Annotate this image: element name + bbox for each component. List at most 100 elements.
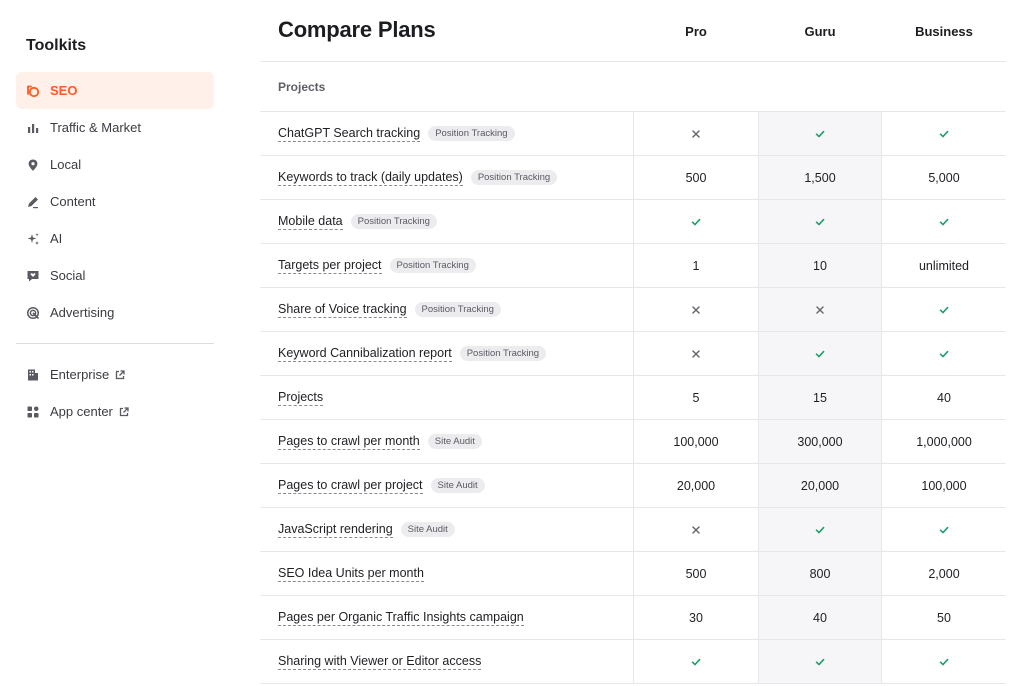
value-cell-guru: 1,500 [758, 156, 882, 199]
value-text: 10 [813, 258, 827, 273]
value-cell-pro [634, 112, 758, 155]
feature-label[interactable]: Pages to crawl per month [278, 433, 420, 450]
sidebar-item-label: Enterprise [50, 367, 110, 382]
feature-cell: Pages per Organic Traffic Insights campa… [260, 596, 634, 639]
value-cell-pro [634, 332, 758, 375]
value-cell-guru [758, 200, 882, 243]
sidebar-item-label: Advertising [50, 305, 115, 320]
value-cell-guru [758, 508, 882, 551]
check-icon [815, 349, 825, 359]
feature-cell: JavaScript rendering Site Audit [260, 508, 634, 551]
check-icon [691, 217, 701, 227]
value-text: 5 [692, 390, 700, 405]
sidebar-item-label: Content [50, 194, 96, 209]
value-cell-guru [758, 288, 882, 331]
sidebar-item-content[interactable]: Content [16, 183, 214, 220]
value-cell-pro: 5 [634, 376, 758, 419]
sidebar-item-advertising[interactable]: Advertising [16, 294, 214, 331]
feature-cell: Targets per project Position Tracking [260, 244, 634, 287]
cross-icon [815, 305, 825, 315]
sidebar-item-label: Social [50, 268, 86, 283]
table-header: Compare Plans Pro Guru Business [260, 0, 1006, 62]
tool-tag: Site Audit [400, 522, 455, 537]
check-icon [815, 217, 825, 227]
value-text: 800 [809, 566, 831, 581]
check-icon [939, 657, 949, 667]
feature-label[interactable]: Mobile data [278, 213, 343, 230]
value-cell-business: 50 [882, 596, 1006, 639]
value-cell-business [882, 640, 1006, 683]
value-cell-business [882, 200, 1006, 243]
plan-header-business: Business [915, 24, 973, 39]
feature-label[interactable]: Pages per Organic Traffic Insights campa… [278, 609, 524, 626]
sidebar-item-label: SEO [50, 83, 78, 98]
value-text: 15 [813, 390, 827, 405]
value-text: 1,500 [804, 170, 836, 185]
value-cell-guru [758, 112, 882, 155]
cross-icon [691, 129, 701, 139]
value-cell-business: 5,000 [882, 156, 1006, 199]
sidebar-item-local[interactable]: Local [16, 146, 214, 183]
value-text: 1 [692, 258, 700, 273]
value-cell-pro: 20,000 [634, 464, 758, 507]
feature-label[interactable]: Pages to crawl per project [278, 477, 423, 494]
plan-header-guru: Guru [804, 24, 836, 39]
map-pin-icon [26, 158, 40, 172]
compare-plans-panel: Compare Plans Pro Guru Business Projects… [260, 0, 1006, 684]
heart-chat-icon [26, 269, 40, 283]
section-heading: Projects [260, 62, 1006, 112]
feature-cell: Sharing with Viewer or Editor access [260, 640, 634, 683]
value-cell-business: 1,000,000 [882, 420, 1006, 463]
sparkles-icon [26, 232, 40, 246]
sidebar-item-app-center[interactable]: App center [16, 393, 214, 430]
feature-label[interactable]: Keywords to track (daily updates) [278, 169, 463, 186]
sidebar-secondary-nav: Enterprise App center [16, 356, 214, 430]
value-cell-business [882, 112, 1006, 155]
table-row: Sharing with Viewer or Editor access [260, 640, 1006, 684]
value-cell-pro [634, 508, 758, 551]
sidebar-divider [16, 343, 214, 344]
feature-label[interactable]: Keyword Cannibalization report [278, 345, 452, 362]
value-text: 40 [937, 390, 951, 405]
feature-label[interactable]: Projects [278, 389, 324, 406]
feature-cell: Pages to crawl per month Site Audit [260, 420, 634, 463]
value-text: 20,000 [800, 478, 840, 493]
sidebar-item-ai[interactable]: AI [16, 220, 214, 257]
value-text: 100,000 [921, 478, 967, 493]
sidebar-item-enterprise[interactable]: Enterprise [16, 356, 214, 393]
value-text: 500 [685, 170, 707, 185]
feature-label[interactable]: ChatGPT Search tracking [278, 125, 421, 142]
tool-tag: Site Audit [427, 434, 482, 449]
sidebar-item-social[interactable]: Social [16, 257, 214, 294]
value-text: 1,000,000 [916, 434, 972, 449]
feature-label[interactable]: Share of Voice tracking [278, 301, 407, 318]
sidebar-item-label: AI [50, 231, 63, 246]
value-cell-pro [634, 288, 758, 331]
table-row: Share of Voice tracking Position Tracking [260, 288, 1006, 332]
tool-tag: Position Tracking [459, 346, 547, 361]
value-text: 30 [689, 610, 703, 625]
value-cell-pro [634, 200, 758, 243]
sidebar-item-traffic-market[interactable]: Traffic & Market [16, 109, 214, 146]
target-icon [26, 306, 40, 320]
feature-label[interactable]: Sharing with Viewer or Editor access [278, 653, 482, 670]
page-title: Compare Plans [278, 17, 436, 42]
value-text: 5,000 [928, 170, 960, 185]
value-cell-pro: 100,000 [634, 420, 758, 463]
external-link-icon [115, 369, 125, 380]
sidebar-item-seo[interactable]: SEO [16, 72, 214, 109]
check-icon [815, 657, 825, 667]
value-cell-business: unlimited [882, 244, 1006, 287]
table-row: JavaScript rendering Site Audit [260, 508, 1006, 552]
value-cell-guru [758, 332, 882, 375]
table-row: Mobile data Position Tracking [260, 200, 1006, 244]
value-text: 100,000 [673, 434, 719, 449]
tool-tag: Position Tracking [428, 126, 515, 141]
value-cell-guru: 40 [758, 596, 882, 639]
feature-label[interactable]: Targets per project [278, 257, 382, 274]
feature-label[interactable]: JavaScript rendering [278, 521, 393, 538]
feature-cell: SEO Idea Units per month [260, 552, 634, 595]
pen-icon [26, 195, 40, 209]
feature-label[interactable]: SEO Idea Units per month [278, 565, 424, 582]
value-cell-guru: 20,000 [758, 464, 882, 507]
